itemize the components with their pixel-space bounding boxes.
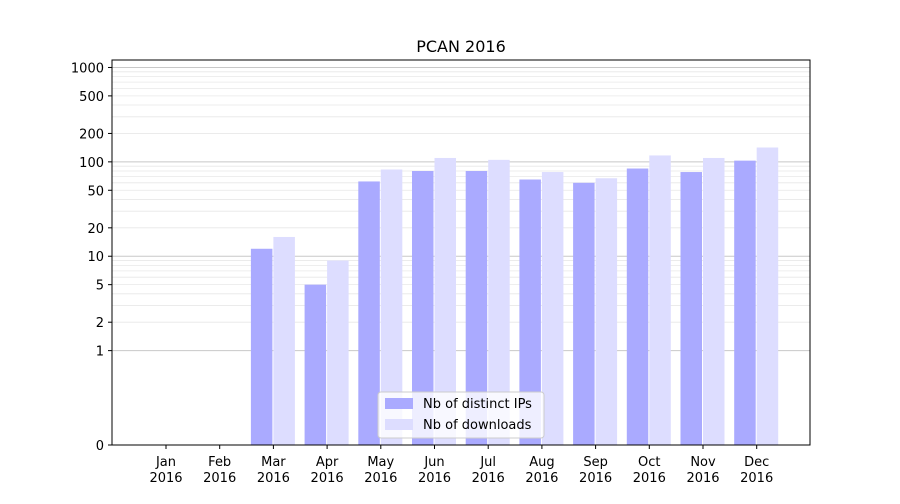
y-tick-label: 2 [96,316,104,331]
bar-distinct-ips [358,181,380,445]
bar-downloads [488,159,510,446]
y-axis: 0 1 2 5 10 20 50 100 200 500 1000 [71,61,112,454]
x-tick-label-year: 2016 [686,471,719,486]
x-tick-label-month: Feb [208,455,231,470]
bar-downloads [541,172,564,445]
x-axis: Jan2016Feb2016Mar2016Apr2016May2016Jun20… [149,445,773,486]
bar-downloads [434,157,456,445]
bar-distinct-ips [734,160,756,445]
y-tick-label: 5 [96,279,104,294]
x-tick-label-month: Jul [479,455,496,470]
bar-distinct-ips [519,179,541,445]
x-tick-label-year: 2016 [203,471,236,486]
y-tick-label: 50 [87,184,104,199]
y-tick-label: 0 [96,439,104,454]
legend-swatch [385,398,413,409]
x-tick-label-month: Jun [423,455,444,470]
y-tick-label: 500 [79,90,104,105]
x-tick-label-month: Nov [690,455,716,470]
bar-distinct-ips [573,182,595,445]
bar-distinct-ips [412,171,434,446]
x-tick-label-year: 2016 [364,471,397,486]
legend-box [377,391,545,439]
y-tick-label: 10 [87,250,104,265]
x-tick-label-year: 2016 [525,471,558,486]
bar-distinct-ips [250,248,273,445]
x-tick-label-month: Mar [261,455,286,470]
y-tick-label: 1000 [71,61,104,76]
bar-downloads [595,178,618,445]
bar-distinct-ips [680,172,702,445]
x-tick-label-month: Sep [583,455,608,470]
y-tick-label: 1 [96,345,104,360]
plot-area-frame [111,59,811,446]
y-tick-label: 200 [79,127,104,142]
chart-title: PCAN 2016 [416,37,506,56]
x-tick-label-year: 2016 [311,471,344,486]
x-tick-label-month: Apr [316,455,339,470]
bar-downloads [327,260,349,445]
bar-distinct-ips [304,284,327,445]
legend-label: Nb of downloads [423,418,532,433]
x-tick-label-month: Aug [529,455,554,470]
x-tick-label-year: 2016 [418,471,451,486]
x-tick-label-year: 2016 [149,471,182,486]
bar-downloads [273,236,295,445]
legend-swatch [385,419,413,430]
bar-distinct-ips [465,171,488,446]
x-tick-label-month: May [367,455,394,470]
x-tick-label-year: 2016 [257,471,290,486]
x-tick-label-month: Dec [744,455,769,470]
bar-downloads [756,147,779,445]
x-tick-label-year: 2016 [633,471,666,486]
y-tick-label: 100 [79,156,104,171]
x-tick-label-month: Jan [155,455,176,470]
x-tick-label-year: 2016 [740,471,773,486]
bar-downloads [380,169,403,445]
bar-downloads [649,155,671,446]
x-tick-label-year: 2016 [472,471,505,486]
x-tick-label-month: Oct [638,455,660,470]
x-tick-label-year: 2016 [579,471,612,486]
bar-downloads [703,157,725,445]
legend-label: Nb of distinct IPs [423,397,532,412]
y-tick-label: 20 [87,222,104,237]
legend: Nb of distinct IPs Nb of downloads [377,391,545,439]
bar-distinct-ips [626,168,649,445]
bars [250,147,779,446]
